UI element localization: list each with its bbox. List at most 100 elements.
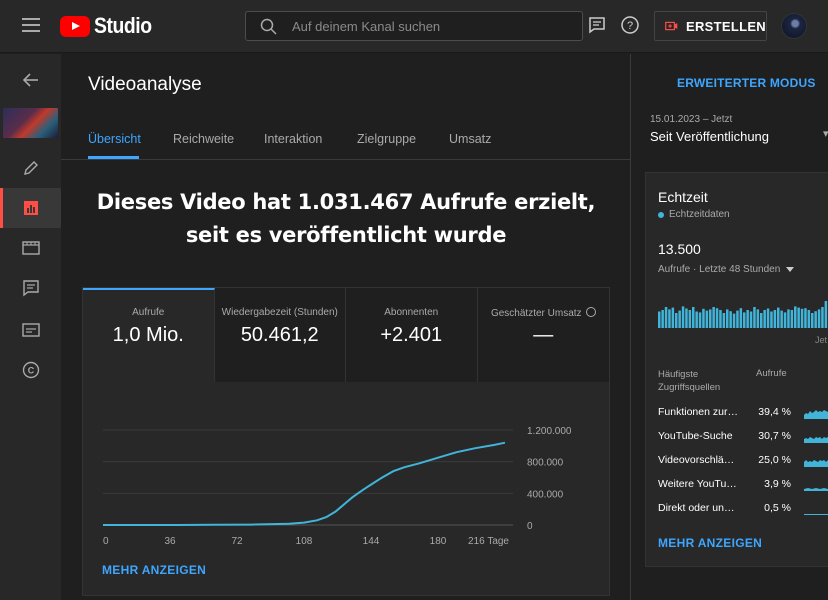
x-tick-label: 0 [103,536,109,547]
y-tick-label: 800.000 [527,458,564,469]
realtime-bar [743,312,746,328]
metric-value: +2.401 [380,324,443,346]
realtime-card: Echtzeit Echtzeitdaten 13.500 Aufrufe · … [645,172,828,567]
date-range-select[interactable]: Seit Veröffentlichung [650,129,770,144]
realtime-bar [811,313,814,328]
metric-revenue[interactable]: Geschätzter Umsatz — [477,288,609,382]
metric-label: Geschätzter Umsatz [490,308,582,319]
metric-label: Abonnenten [384,307,439,318]
tab-engagement[interactable]: Interaktion [264,132,323,146]
realtime-bar [800,308,804,328]
sources-header: Häufigste Zugriffsquellen [658,369,721,393]
realtime-bar [726,309,729,328]
source-row: Videovorschlä… 25,0 % [658,454,828,474]
source-sparkline [804,437,828,443]
realtime-bar [712,307,715,328]
panel-divider [630,54,631,600]
tab-audience[interactable]: Zielgruppe [357,132,417,146]
source-sparkline [804,460,828,467]
views-line-chart: 0 400.000 800.000 1.200.000 0 36 72 108 144 180 21… [103,426,572,547]
search-box[interactable] [245,11,583,41]
realtime-bar [661,310,664,328]
source-pct: 3,9 % [764,478,791,490]
realtime-bar [807,310,811,328]
realtime-bar [678,310,681,328]
realtime-bar [705,310,709,328]
chevron-down-icon[interactable]: ▾ [823,128,828,140]
metric-label: Aufrufe [132,307,165,318]
realtime-show-more-link[interactable]: MEHR ANZEIGEN [658,536,763,550]
realtime-period-select[interactable]: Aufrufe · Letzte 48 Stunden [658,264,795,275]
help-icon[interactable]: ? [620,15,640,35]
realtime-bar [814,311,817,328]
realtime-bar [698,312,702,328]
video-thumbnail[interactable] [3,108,58,138]
info-icon[interactable] [585,307,596,317]
date-range-text: 15.01.2023 – Jetzt [650,114,733,125]
svg-text:?: ? [627,20,633,32]
realtime-bar [817,309,821,328]
realtime-bar [685,308,688,328]
feedback-icon[interactable] [587,15,607,35]
realtime-period-text: Aufrufe · Letzte 48 Stunden [658,264,781,275]
realtime-bar [773,310,777,328]
source-name: Funktionen zur… [658,406,738,418]
copyright-icon: C [22,361,39,379]
realtime-bar [732,313,736,328]
rail-item-copyright[interactable]: C [0,350,61,390]
source-row: Direkt oder unb… 0,5 % [658,502,828,522]
tab-overview[interactable]: Übersicht [88,132,141,146]
x-tick-label: 72 [231,536,243,547]
realtime-bar [695,311,698,328]
analytics-icon [23,201,38,215]
realtime-bar [797,307,800,328]
metric-watch-time[interactable]: Wiedergabezeit (Stunden) 50.461,2 [214,288,346,382]
back-button[interactable] [0,60,61,100]
tab-revenue[interactable]: Umsatz [449,132,492,146]
realtime-axis-label: Jet [815,335,828,345]
rail-item-comments[interactable] [0,268,61,308]
menu-icon[interactable] [22,18,40,32]
metric-views[interactable]: Aufrufe 1,0 Mio. [83,288,215,382]
realtime-bar [763,310,766,328]
realtime-bar [729,311,732,328]
realtime-title: Echtzeit [658,189,708,205]
metric-value: — [533,324,554,346]
create-button[interactable]: ERSTELLEN [654,11,767,41]
search-input[interactable] [292,12,572,40]
source-name: YouTube-Suche [658,430,733,442]
source-pct: 25,0 % [758,454,791,466]
realtime-bar [749,311,753,328]
rail-item-editor[interactable] [0,228,61,268]
realtime-count: 13.500 [658,241,701,257]
realtime-subtitle-text: Echtzeitdaten [669,209,730,220]
left-rail: C [0,54,61,600]
studio-logo[interactable]: Studio [60,13,159,39]
avatar[interactable] [781,13,807,39]
realtime-bar [794,306,797,328]
rail-item-details[interactable] [0,148,61,188]
realtime-bar [766,308,770,328]
subtitles-icon [21,323,40,337]
search-icon [260,18,277,35]
y-tick-label: 0 [527,521,533,532]
realtime-bar [746,310,749,328]
source-row: Weitere YouTub… 3,9 % [658,478,828,498]
overview-card: Aufrufe 1,0 Mio. Wiedergabezeit (Stunden… [82,287,610,596]
rail-item-analytics[interactable] [0,188,61,228]
realtime-bar [681,306,685,328]
rail-item-subtitles[interactable] [0,310,61,350]
advanced-mode-button[interactable]: ERWEITERTER MODUS [677,76,816,90]
x-tick-label: 180 [430,536,447,547]
realtime-bar [709,309,712,328]
source-sparkline [804,514,828,515]
page-title: Videoanalyse [88,74,202,95]
source-sparkline [804,410,828,419]
show-more-link[interactable]: MEHR ANZEIGEN [102,563,207,577]
tab-reach[interactable]: Reichweite [173,132,235,146]
metric-subscribers[interactable]: Abonnenten +2.401 [346,288,478,382]
realtime-bar [739,308,743,328]
comments-icon [22,280,39,297]
realtime-bar [787,309,790,328]
x-tick-label: 108 [296,536,313,547]
